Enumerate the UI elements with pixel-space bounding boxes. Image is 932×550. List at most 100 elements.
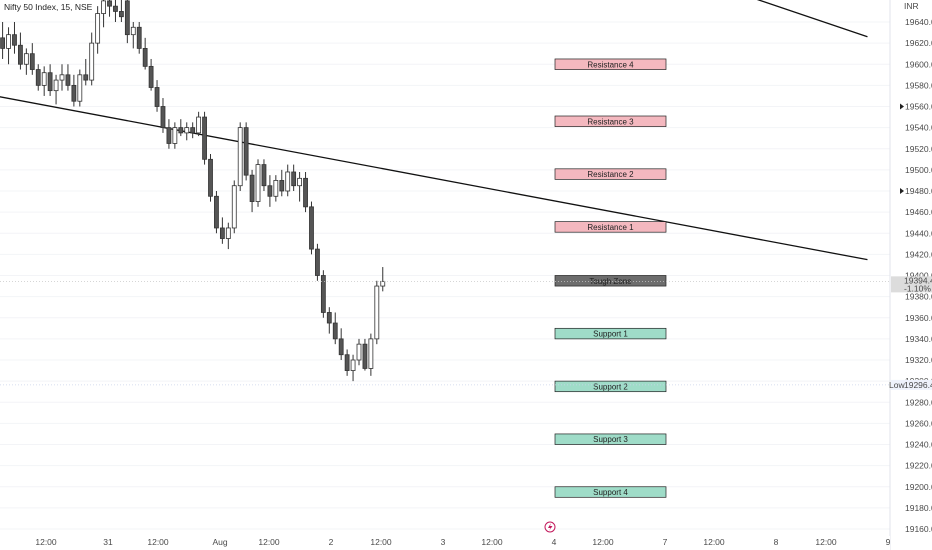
zone-support-3[interactable]: Support 3 <box>554 433 667 445</box>
y-tick-label: 19240.00 <box>905 440 932 450</box>
y-tick-label: 19260.00 <box>905 418 932 428</box>
candle-body <box>71 84 77 102</box>
candle-body <box>202 116 207 160</box>
candle <box>332 312 338 345</box>
x-tick-label: 12:00 <box>592 537 614 547</box>
level-zones[interactable]: Resistance 4 Resistance 3 Resistance 2 Resi… <box>554 58 667 498</box>
zone-box[interactable] <box>554 115 667 127</box>
axis-arrow-icon <box>900 188 904 194</box>
candle <box>338 328 344 360</box>
y-tick-label: 19200.00 <box>905 482 932 492</box>
candle <box>41 66 47 96</box>
candle-body <box>309 206 314 250</box>
candle <box>83 58 89 86</box>
zone-resistance-1[interactable]: Resistance 1 <box>554 221 667 233</box>
lightning-icon[interactable] <box>544 521 556 533</box>
y-tick-label: 19560.00 <box>905 102 932 112</box>
candle-body <box>326 312 332 324</box>
candle-body <box>65 74 71 86</box>
zone-label: Resistance 3 <box>587 117 634 126</box>
currency-label: INR <box>904 1 919 11</box>
candle <box>148 58 154 91</box>
time-axis-bg <box>0 536 890 550</box>
bolt-shape <box>548 523 553 531</box>
candle-body <box>130 26 136 36</box>
trendlines[interactable] <box>0 0 868 261</box>
candle-body <box>154 87 160 107</box>
candle-body <box>261 164 267 187</box>
axis-arrow-icon <box>900 103 904 110</box>
candle <box>190 122 196 139</box>
time-axis[interactable]: 12:00 31 12:00 Aug 12:00 2 12:00 3 12:00 4 12:00 7 1… <box>0 521 891 550</box>
zone-resistance-4[interactable]: Resistance 4 <box>554 58 667 70</box>
candle-body <box>190 127 196 134</box>
candle-body <box>332 322 338 340</box>
candle <box>273 175 279 202</box>
candle-body <box>77 74 83 102</box>
candle <box>196 111 202 137</box>
candle-body <box>291 171 297 187</box>
candle-body <box>208 158 213 197</box>
candle-body <box>279 180 285 192</box>
trendline-2[interactable] <box>730 0 868 38</box>
zone-box[interactable] <box>554 486 667 498</box>
zone-label: Resistance 4 <box>587 60 634 69</box>
zone-support-1[interactable]: Support 1 <box>554 327 667 340</box>
candle-body <box>107 0 112 7</box>
zone-tough-zone[interactable]: Tough Zone <box>554 275 667 287</box>
x-tick-label: 7 <box>663 537 668 547</box>
candle <box>326 307 332 334</box>
x-tick-label: 12:00 <box>815 537 837 547</box>
candle-body <box>172 127 178 144</box>
candle-body <box>23 53 29 65</box>
candle-body <box>113 5 118 12</box>
zone-box[interactable] <box>554 275 667 287</box>
zone-support-4[interactable]: Support 4 <box>554 486 667 498</box>
candle <box>166 119 172 149</box>
zone-box[interactable] <box>554 221 667 233</box>
candle <box>225 222 231 250</box>
candle-body <box>12 34 17 46</box>
zone-box[interactable] <box>554 433 667 445</box>
candle-body <box>119 11 124 18</box>
candle <box>59 64 65 91</box>
zone-box[interactable] <box>554 380 667 393</box>
y-tick-label: 19540.00 <box>905 123 932 133</box>
zone-label: Resistance 2 <box>587 170 634 179</box>
zone-box[interactable] <box>554 58 667 70</box>
candle-body <box>59 74 65 81</box>
y-tick-label: 19480.00 <box>905 186 932 196</box>
x-tick-label: 2 <box>329 537 334 547</box>
candle-body <box>338 338 344 356</box>
low-value-text: 19296.45 <box>904 380 932 390</box>
candle-body <box>362 343 368 369</box>
candle <box>136 22 142 54</box>
candle-body <box>267 185 273 197</box>
price-markers: Low <box>0 281 905 390</box>
candle <box>89 32 95 86</box>
candle <box>12 22 17 54</box>
candle <box>184 122 190 141</box>
price-axis[interactable]: INR 19640.00 19620.00 19600.00 19580.00 1956… <box>889 0 932 550</box>
candle <box>303 171 308 213</box>
candle <box>350 354 356 382</box>
zone-box[interactable] <box>554 327 667 340</box>
candle <box>29 43 35 75</box>
candle <box>142 37 148 70</box>
y-tick-label: 19420.00 <box>905 249 932 259</box>
zone-resistance-2[interactable]: Resistance 2 <box>554 168 667 180</box>
zone-box[interactable] <box>554 168 667 180</box>
zone-support-2[interactable]: Support 2 <box>554 380 667 393</box>
candle-body <box>285 171 291 192</box>
trendline-1[interactable] <box>0 96 868 261</box>
candle <box>237 122 243 191</box>
candle <box>35 64 41 91</box>
current-price-badge: 19394.45-1.10% <box>891 275 932 293</box>
x-tick-label: 9 <box>886 537 891 547</box>
x-tick-label: 31 <box>103 537 113 547</box>
candle-body <box>237 127 243 187</box>
zone-resistance-3[interactable]: Resistance 3 <box>554 115 667 127</box>
candle-body <box>273 180 279 197</box>
candle <box>6 27 11 65</box>
